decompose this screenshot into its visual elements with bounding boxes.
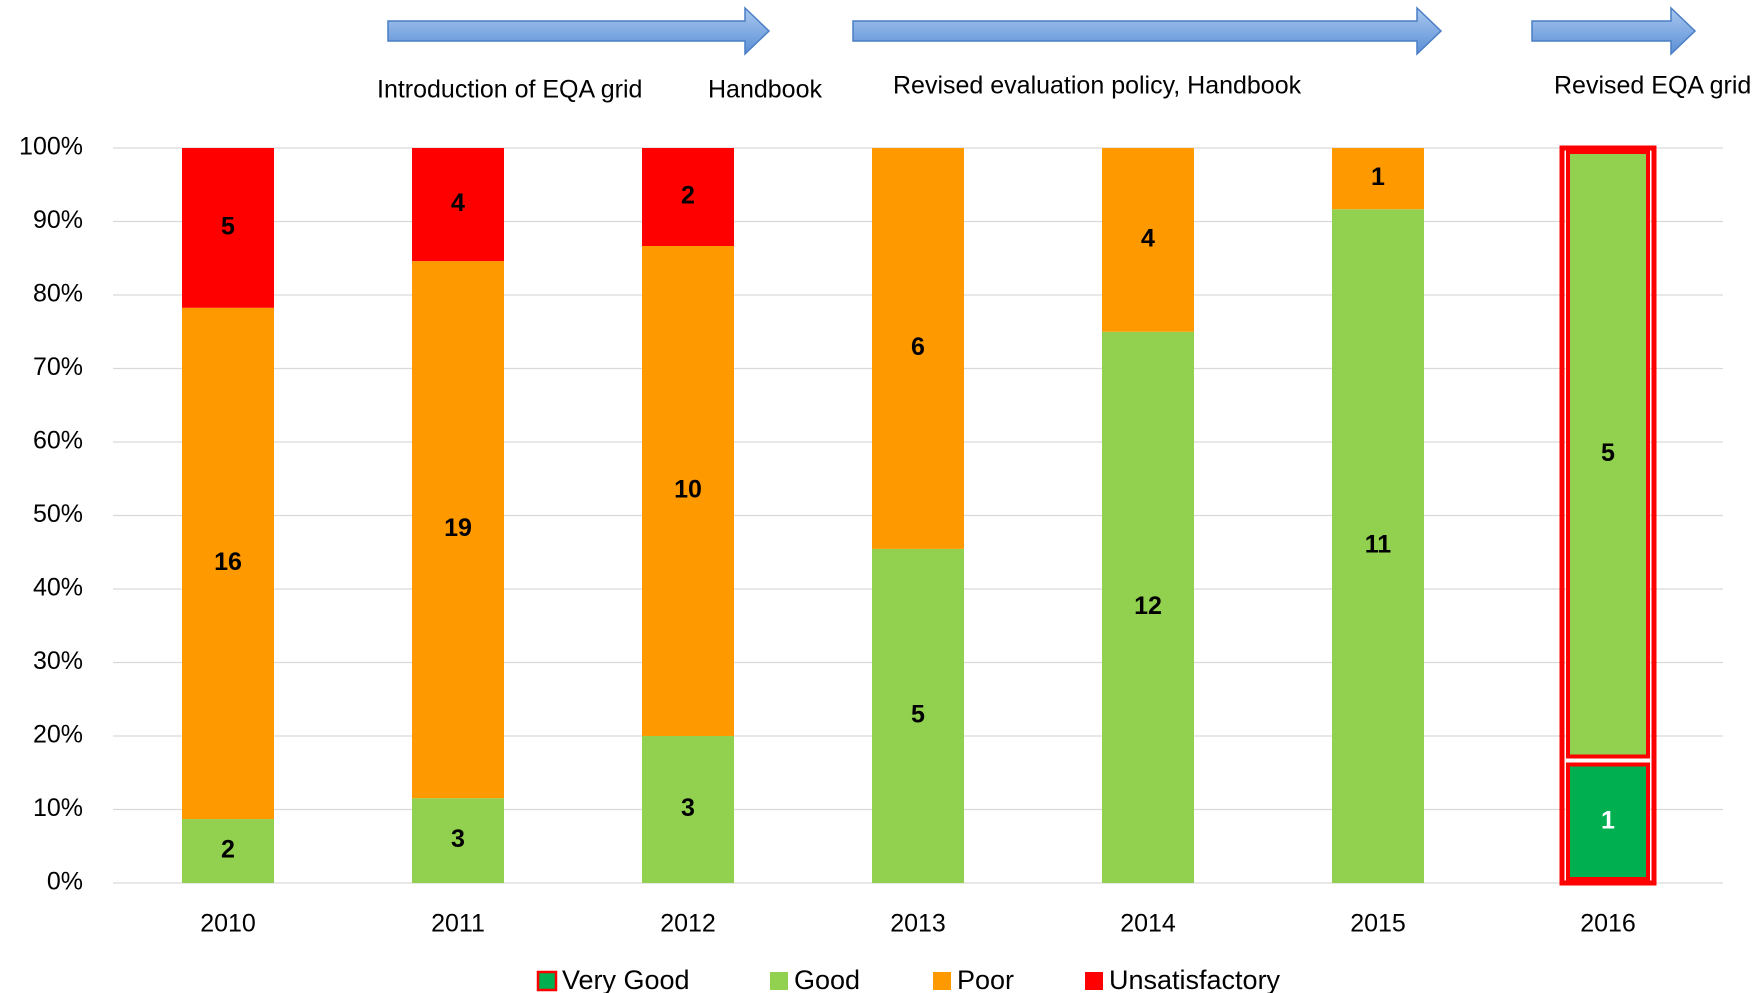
y-tick-label: 40%	[33, 574, 83, 602]
data-label: 16	[214, 548, 242, 576]
bar-segment	[182, 148, 274, 308]
data-label: 11	[1365, 531, 1392, 559]
bar-segment	[1566, 150, 1650, 759]
data-label: 3	[681, 794, 695, 822]
bar-segment	[182, 307, 274, 820]
data-label: 1	[1601, 806, 1615, 834]
x-tick-label: 2010	[200, 910, 256, 938]
bar-segment	[1332, 148, 1424, 210]
arrow	[1531, 6, 1697, 56]
x-tick-label: 2013	[890, 910, 946, 938]
legend-label: Very Good	[562, 965, 690, 993]
data-label: 19	[444, 514, 472, 542]
data-label: 4	[451, 189, 465, 217]
bar-segment	[1332, 209, 1424, 883]
y-tick-label: 0%	[47, 868, 83, 896]
legend-swatch	[1085, 972, 1103, 990]
y-tick-label: 70%	[33, 353, 83, 381]
bar-segment	[872, 148, 964, 549]
bar-segment	[642, 736, 734, 883]
data-label: 6	[911, 333, 925, 361]
arrows	[387, 6, 1697, 56]
x-tick-label: 2012	[660, 910, 716, 938]
legend-label: Good	[794, 965, 860, 993]
legend-label: Poor	[957, 965, 1014, 993]
y-tick-label: 60%	[33, 427, 83, 455]
x-tick-label: 2014	[1120, 910, 1176, 938]
bar-segment	[642, 246, 734, 736]
y-tick-label: 10%	[33, 794, 83, 822]
data-label: 4	[1141, 224, 1155, 252]
bar-segment	[1566, 762, 1650, 881]
data-label: 3	[451, 825, 465, 853]
y-tick-label: 80%	[33, 280, 83, 308]
legend-swatch	[770, 972, 788, 990]
bar-segment	[412, 798, 504, 883]
legend-swatch	[536, 970, 558, 992]
x-tick-label: 2015	[1350, 910, 1406, 938]
annotation: Introduction of EQA grid	[377, 76, 642, 104]
data-label: 2	[221, 836, 235, 864]
data-label: 12	[1134, 592, 1162, 620]
bar-segment	[1102, 148, 1194, 332]
y-tick-label: 20%	[33, 721, 83, 749]
bar-segment	[412, 148, 504, 262]
bar-segment	[412, 261, 504, 799]
annotation: Handbook	[708, 76, 822, 104]
y-tick-label: 50%	[33, 500, 83, 528]
arrow	[852, 6, 1443, 56]
legend-label: Unsatisfactory	[1109, 965, 1281, 993]
arrow	[387, 6, 771, 56]
bar-segment	[642, 148, 734, 246]
bar-segment	[872, 548, 964, 883]
data-label: 2	[681, 182, 695, 210]
bar-segment	[182, 819, 274, 883]
y-tick-label: 90%	[33, 206, 83, 234]
annotation: Revised evaluation policy, Handbook	[893, 72, 1302, 100]
data-label: 5	[221, 213, 235, 241]
y-tick-label: 30%	[33, 647, 83, 675]
data-label: 10	[674, 476, 702, 504]
legend-swatch	[933, 972, 951, 990]
x-tick-label: 2016	[1580, 910, 1636, 938]
bar-segment	[1102, 331, 1194, 883]
data-label: 5	[1601, 439, 1615, 467]
x-tick-label: 2011	[431, 910, 485, 938]
data-label: 1	[1371, 163, 1385, 191]
highlight-outline	[1559, 145, 1657, 886]
data-label: 5	[911, 701, 925, 729]
y-tick-label: 100%	[19, 133, 83, 161]
annotation: Revised EQA grid	[1554, 72, 1751, 100]
